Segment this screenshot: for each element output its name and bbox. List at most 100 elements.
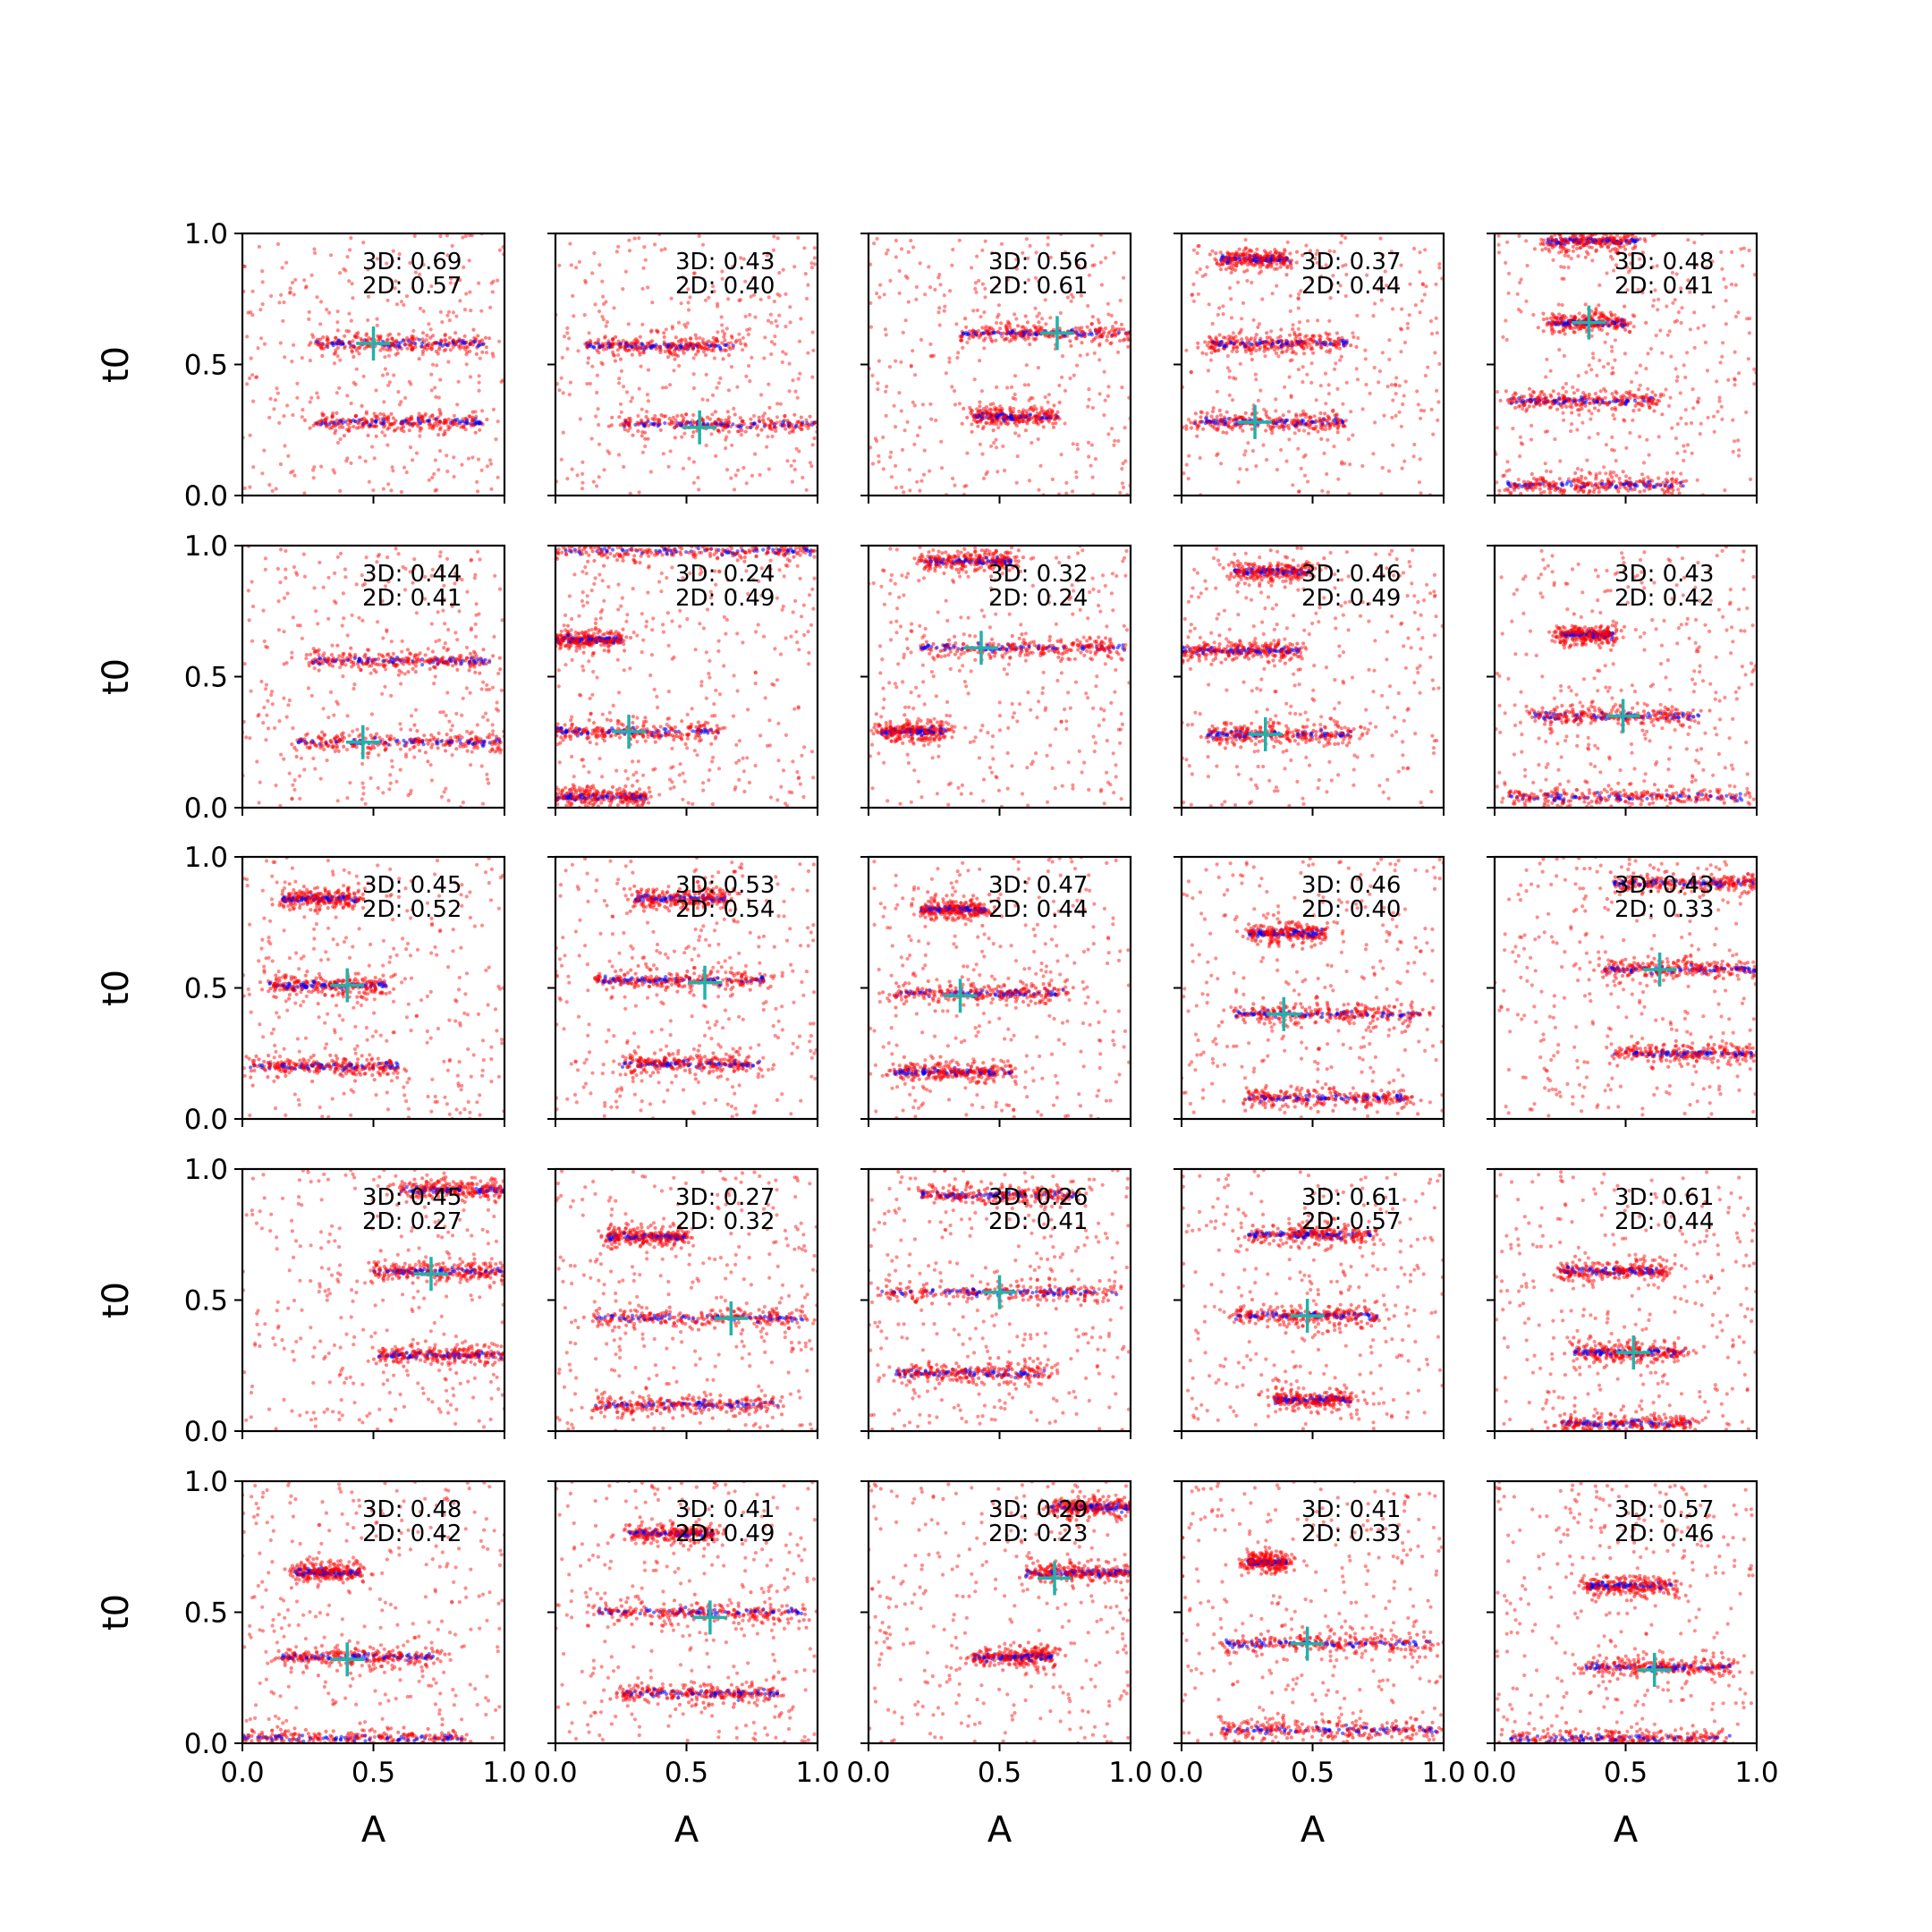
red-point <box>1277 255 1283 259</box>
red-point <box>964 483 969 488</box>
red-point <box>783 413 787 419</box>
red-point <box>295 395 300 400</box>
red-point <box>1422 409 1427 413</box>
red-point <box>593 302 597 307</box>
red-point <box>1086 404 1090 409</box>
red-point <box>1237 247 1241 251</box>
red-point <box>1668 395 1673 400</box>
red-point <box>1589 368 1594 372</box>
red-point <box>691 372 696 377</box>
red-point <box>1234 263 1239 268</box>
red-point <box>377 335 381 340</box>
red-point <box>1549 234 1554 239</box>
red-point <box>477 388 481 393</box>
red-point <box>1274 397 1278 402</box>
red-point <box>909 238 913 243</box>
red-point <box>288 290 292 294</box>
red-point <box>386 348 390 352</box>
red-point <box>1645 437 1649 442</box>
blue-point <box>1320 421 1325 426</box>
red-point <box>676 320 682 325</box>
red-point <box>875 439 879 444</box>
red-point <box>1382 413 1386 418</box>
red-point <box>309 341 313 345</box>
red-point <box>445 313 450 318</box>
red-point <box>996 312 1001 317</box>
red-point <box>386 482 391 487</box>
red-point <box>1666 290 1671 294</box>
red-point <box>1278 265 1283 269</box>
red-point <box>1638 257 1642 261</box>
red-point <box>703 343 708 347</box>
red-point <box>738 338 742 343</box>
red-point <box>1229 266 1233 271</box>
red-point <box>1548 316 1553 320</box>
red-point <box>658 428 663 432</box>
red-point <box>267 483 272 487</box>
red-point <box>331 411 335 416</box>
red-point <box>1242 269 1247 274</box>
red-point <box>1119 322 1124 326</box>
red-point <box>1428 318 1433 324</box>
red-point <box>738 298 743 302</box>
red-point <box>637 386 641 391</box>
red-point <box>808 414 812 419</box>
red-point <box>1614 233 1620 238</box>
red-point <box>1231 337 1235 342</box>
red-point <box>497 339 502 343</box>
red-point <box>1544 469 1549 473</box>
red-point <box>1515 292 1520 296</box>
red-point <box>708 417 713 421</box>
red-point <box>1650 265 1655 269</box>
red-point <box>1626 270 1631 275</box>
red-point <box>1419 416 1423 420</box>
red-point <box>983 336 987 341</box>
red-point <box>1636 287 1640 292</box>
red-point <box>767 382 771 386</box>
red-point <box>260 269 265 274</box>
red-point <box>602 468 606 472</box>
red-point <box>1560 302 1564 308</box>
red-point <box>883 327 888 332</box>
red-point <box>1253 335 1258 341</box>
red-point <box>1310 334 1315 338</box>
red-point <box>1215 258 1219 263</box>
red-point <box>1258 256 1262 260</box>
red-point <box>996 303 1001 308</box>
red-point <box>1371 452 1376 456</box>
red-point <box>1069 299 1073 303</box>
red-point <box>1256 260 1260 265</box>
red-point <box>1571 385 1575 390</box>
red-point <box>1028 342 1032 347</box>
red-point <box>1239 327 1243 332</box>
red-point <box>360 403 364 408</box>
red-point <box>585 381 589 386</box>
red-point <box>980 282 985 286</box>
red-point <box>1542 238 1546 242</box>
red-point <box>922 448 927 453</box>
red-point <box>1587 436 1591 440</box>
red-point <box>909 363 914 368</box>
red-point <box>984 472 988 477</box>
red-point <box>599 360 604 365</box>
red-point <box>713 410 718 414</box>
red-point <box>716 428 721 433</box>
red-point <box>1189 370 1193 375</box>
red-point <box>1106 432 1111 436</box>
red-point <box>318 300 324 304</box>
red-point <box>397 252 402 257</box>
red-point <box>458 278 462 283</box>
red-point <box>1377 380 1381 385</box>
red-point <box>1733 314 1738 319</box>
red-point <box>470 343 475 347</box>
red-point <box>1627 238 1631 242</box>
red-point <box>404 294 410 299</box>
red-point <box>684 325 689 329</box>
red-point <box>281 318 285 323</box>
red-point <box>1258 269 1264 274</box>
red-point <box>1307 431 1311 436</box>
blue-point <box>1028 332 1032 336</box>
red-point <box>357 345 361 350</box>
red-point <box>1306 479 1310 484</box>
red-point <box>748 326 752 331</box>
